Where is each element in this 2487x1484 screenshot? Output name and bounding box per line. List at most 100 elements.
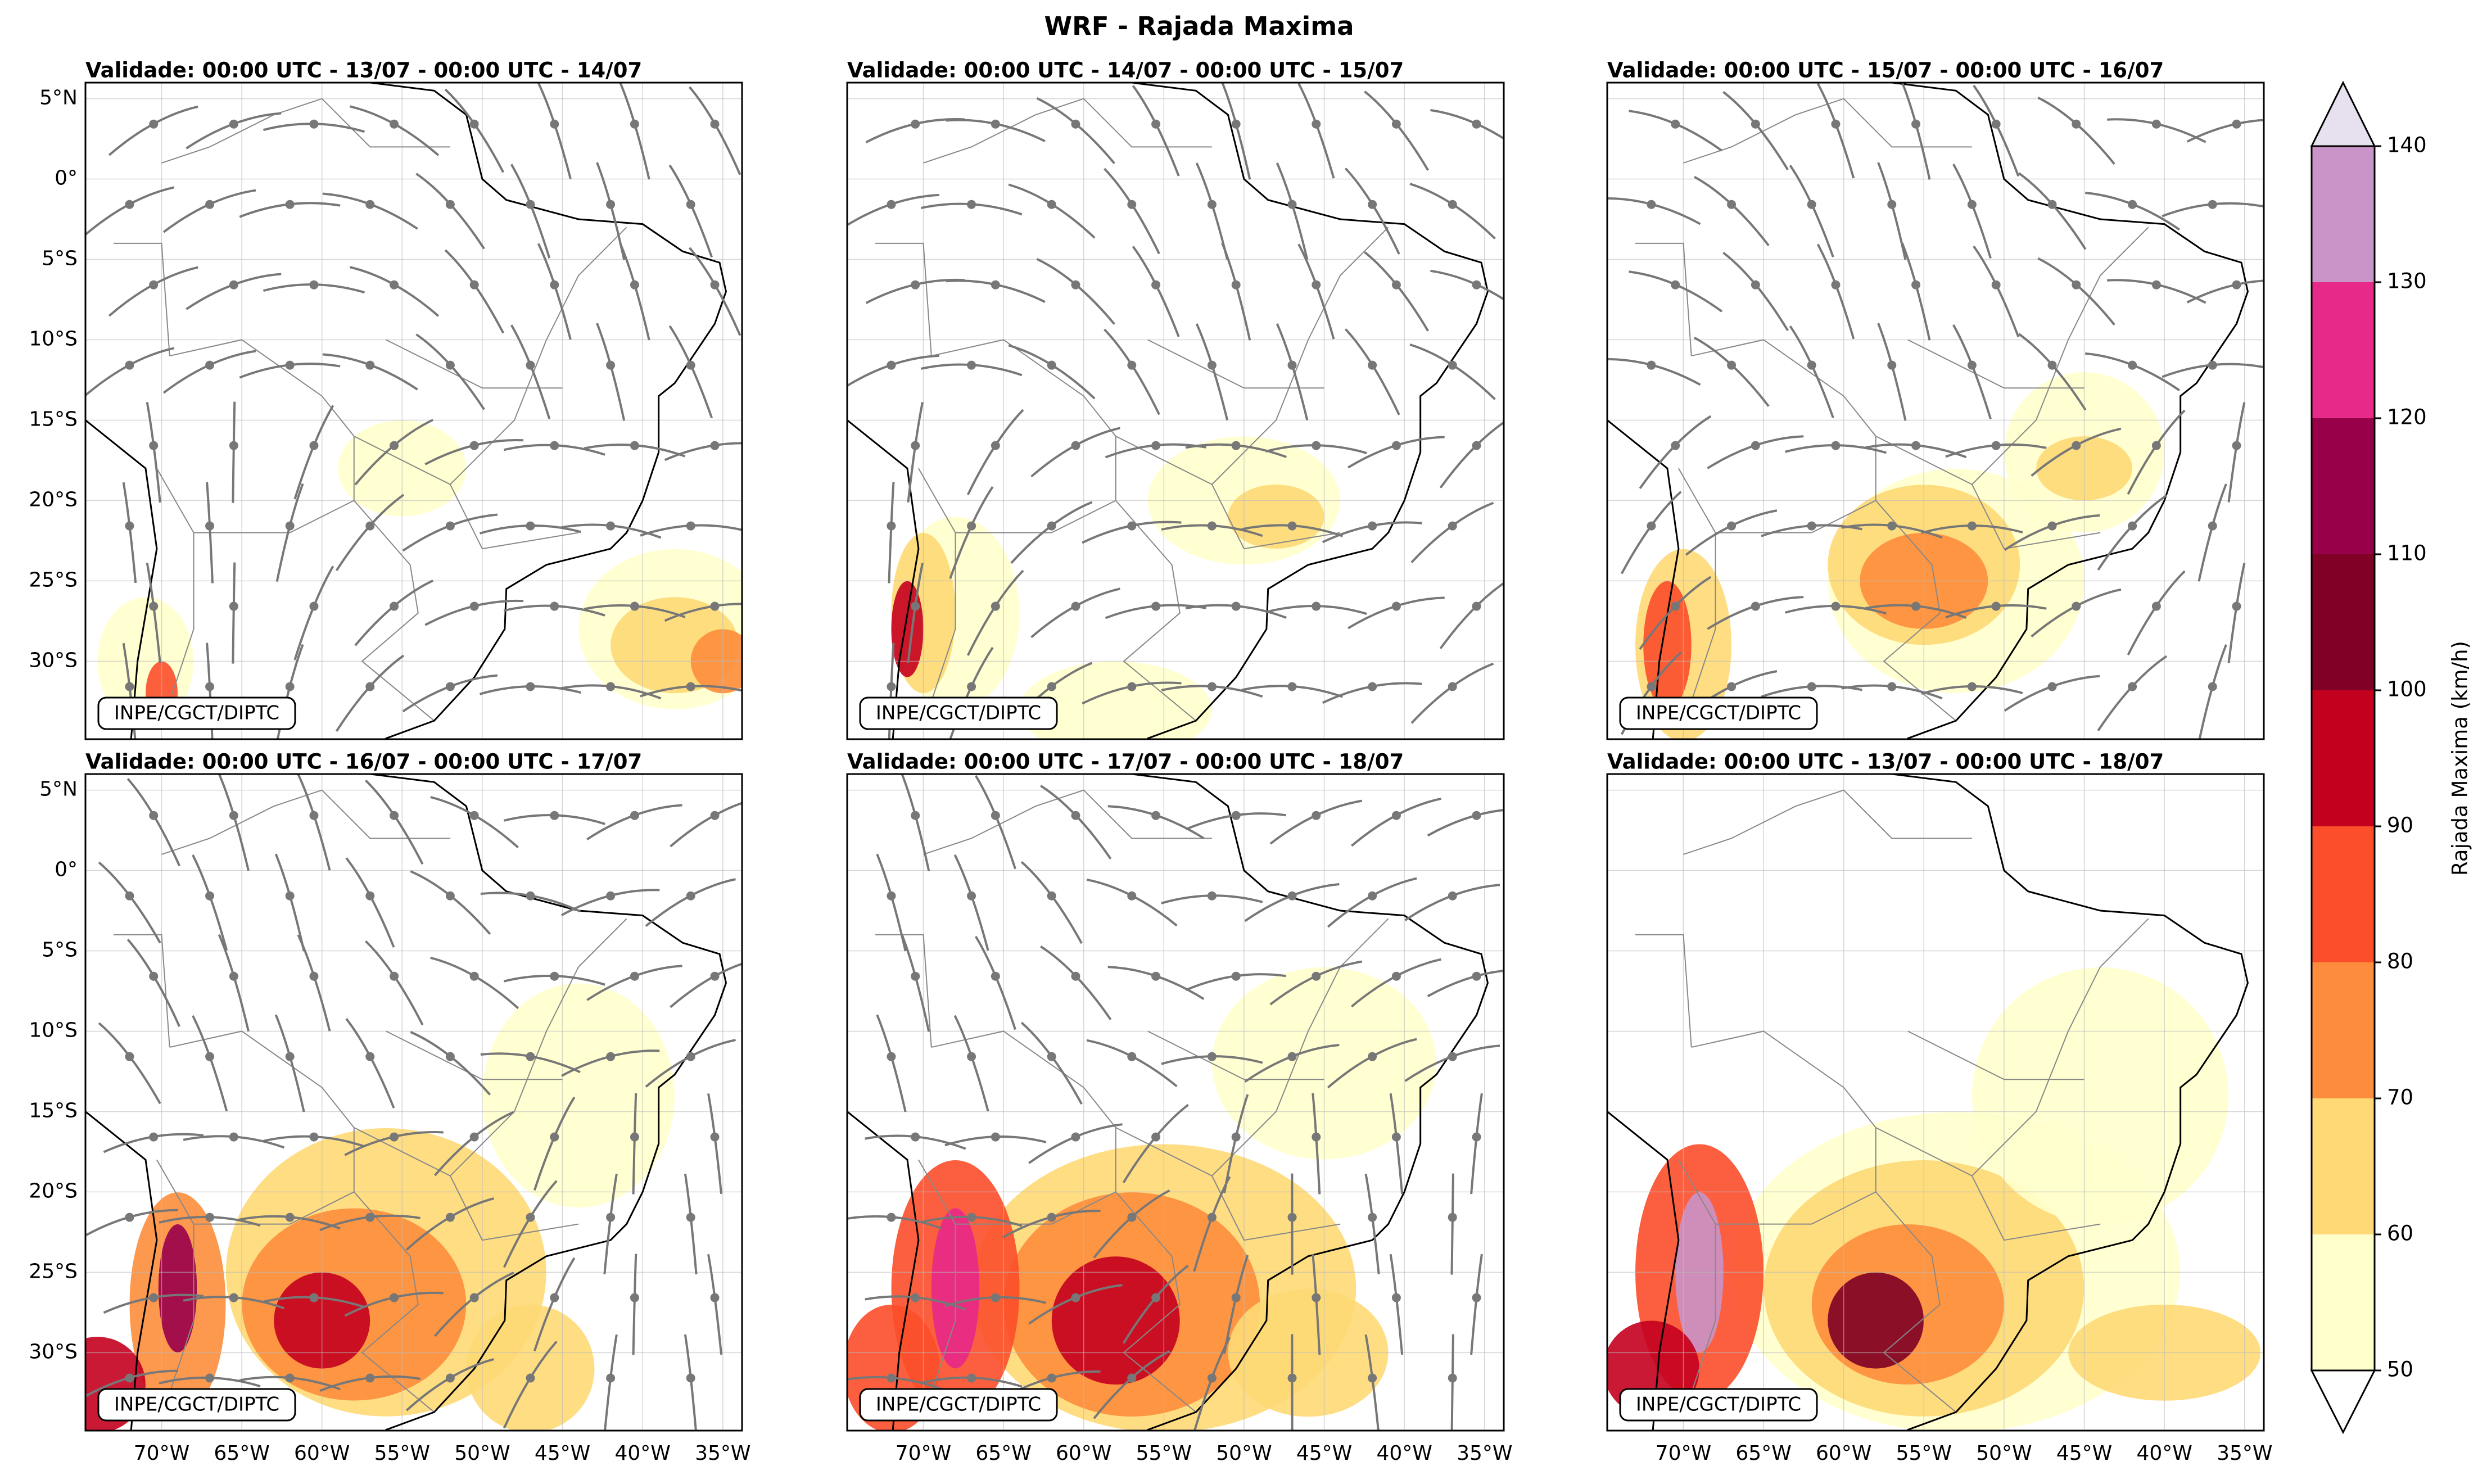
streamline-arrow <box>1472 601 1481 611</box>
border <box>1683 532 1716 726</box>
streamline <box>1450 1173 1454 1275</box>
streamline-arrow <box>1391 1293 1401 1302</box>
streamline <box>186 273 282 310</box>
streamline-arrow <box>229 811 238 820</box>
streamline-arrow <box>1472 280 1481 289</box>
streamline-arrow <box>1207 521 1217 531</box>
streamline-arrow <box>1807 682 1816 691</box>
streamline <box>604 1334 618 1431</box>
streamline-arrow <box>365 521 375 531</box>
streamline-arrow <box>630 441 639 450</box>
streamline-arrow <box>1287 521 1297 531</box>
streamline <box>1008 344 1096 400</box>
map-panel: 5°N 0° 5°S 10°S 15°S 20°S 25°S 30°S 70°W 65°W 60°W… <box>29 750 750 1465</box>
streamline-arrow <box>1207 891 1217 901</box>
streamline <box>2198 644 2227 739</box>
gust-area <box>1828 1272 1924 1369</box>
streamline-arrow <box>526 521 535 531</box>
streamline-arrow <box>1151 441 1161 450</box>
streamline-arrow <box>991 280 1000 289</box>
streamline <box>365 779 424 865</box>
streamline <box>1816 243 1855 340</box>
colorbar-tick-label: 80 <box>2387 949 2413 974</box>
streamline-arrow <box>991 119 1000 129</box>
streamline <box>1439 582 1504 649</box>
streamline-arrow <box>2208 521 2217 531</box>
streamline-arrow <box>1231 971 1241 981</box>
lat-label: 20°S <box>29 488 78 511</box>
streamline-arrow <box>2232 119 2241 129</box>
panel-title: Validade: 00:00 UTC - 15/07 - 00:00 UTC … <box>1607 58 2164 83</box>
panel-title: Validade: 00:00 UTC - 14/07 - 00:00 UTC … <box>847 58 1404 83</box>
streamline <box>2227 563 2246 663</box>
panel-frame <box>84 773 743 1432</box>
border <box>161 98 450 164</box>
streamline-arrow <box>1368 1373 1377 1383</box>
streamline-arrow <box>1727 200 1737 209</box>
streamline-arrow <box>526 1052 535 1061</box>
streamline-arrow <box>1391 1132 1401 1142</box>
streamline-arrow <box>1472 1132 1481 1142</box>
streamline-arrow <box>710 280 720 289</box>
streamline-arrow <box>1071 441 1080 450</box>
streamline-arrow <box>1127 1052 1137 1061</box>
lon-label: 70°W <box>896 1442 951 1465</box>
streamline-arrow <box>125 1373 134 1383</box>
border <box>354 918 627 1177</box>
streamline-arrow <box>1231 1293 1241 1302</box>
streamline <box>1901 83 1931 180</box>
streamline-arrow <box>526 1373 535 1383</box>
streamline-arrow <box>686 1212 695 1222</box>
coastline <box>847 774 1489 1431</box>
streamline <box>1040 785 1112 859</box>
streamline <box>1639 415 1712 490</box>
streamline-arrow <box>606 1052 616 1061</box>
streamline-arrow <box>125 1212 134 1222</box>
streamline-arrow <box>469 971 479 981</box>
lon-label: 50°W <box>454 1442 510 1465</box>
streamline-arrow <box>1831 119 1841 129</box>
streamline-arrow <box>606 200 616 209</box>
streamline-arrow <box>1151 1132 1161 1142</box>
streamline-arrow <box>1472 971 1481 981</box>
streamline-arrow <box>205 521 215 531</box>
border <box>918 468 1052 533</box>
streamline-arrow <box>606 1373 616 1383</box>
streamline-arrow <box>445 200 455 209</box>
streamline-arrow <box>1368 521 1377 531</box>
lat-label: 20°S <box>29 1179 78 1202</box>
streamline-arrow <box>1727 682 1737 691</box>
streamline <box>1722 251 1789 332</box>
streamline <box>2127 570 2186 656</box>
border <box>1635 242 1692 356</box>
streamline-arrow <box>967 682 976 691</box>
panel-title: Validade: 00:00 UTC - 17/07 - 00:00 UTC … <box>847 750 1404 774</box>
border <box>1051 1191 1116 1225</box>
panel-title: Validade: 00:00 UTC - 13/07 - 00:00 UTC … <box>1607 750 2164 774</box>
panel-frame <box>846 82 1505 740</box>
streamline-arrow <box>887 200 896 209</box>
streamline-arrow <box>710 971 720 981</box>
streamline-arrow <box>1047 682 1056 691</box>
border <box>386 339 563 389</box>
streamline <box>1104 168 1160 255</box>
lon-label: 50°W <box>1216 1442 1272 1465</box>
streamline-arrow <box>1207 1052 1217 1061</box>
streamline <box>1036 97 1115 164</box>
streamline-arrow <box>285 891 295 901</box>
map-content <box>1607 774 2264 1431</box>
streamline-arrow <box>205 682 215 691</box>
streamline-arrow <box>309 971 319 981</box>
streamline-arrow <box>229 441 238 450</box>
lon-label: 65°W <box>975 1442 1031 1465</box>
streamline <box>1693 175 1770 247</box>
streamline-arrow <box>686 682 695 691</box>
streamline <box>1877 323 1907 421</box>
streamline-arrow <box>469 441 479 450</box>
streamline <box>354 580 434 646</box>
streamline-arrow <box>1911 280 1921 289</box>
streamline <box>1470 1093 1483 1195</box>
lat-label: 0° <box>55 858 78 881</box>
streamline-arrow <box>309 601 319 611</box>
lon-label: 55°W <box>374 1442 430 1465</box>
